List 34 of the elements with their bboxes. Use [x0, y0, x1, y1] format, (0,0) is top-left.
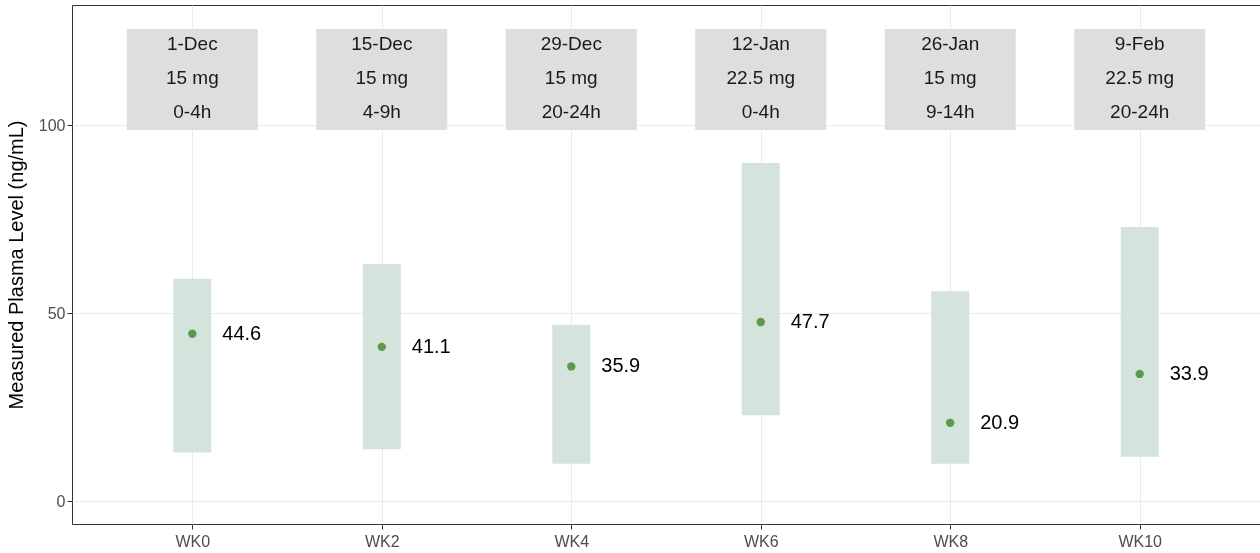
data-label: 35.9 [601, 354, 641, 377]
y-axis-title: Measured Plasma Level (ng/mL) [4, 120, 27, 410]
point [946, 418, 955, 428]
bar [552, 324, 591, 464]
point [188, 329, 197, 338]
annotation: 1-Dec 15 mg 0-4h [165, 33, 219, 122]
data-label: 20.9 [980, 410, 1020, 433]
point [567, 362, 576, 371]
x-tick-label: WK0 [175, 532, 211, 550]
x-tick-label: WK2 [364, 532, 400, 550]
bar [741, 162, 780, 416]
x-tick-label: WK6 [743, 532, 779, 550]
data-label: 47.7 [790, 310, 830, 333]
data-label: 41.1 [411, 334, 451, 357]
bar [931, 291, 970, 464]
point [756, 317, 765, 327]
point [377, 342, 386, 352]
x-tick-label: WK8 [933, 532, 969, 550]
x-tick-label: WK4 [554, 532, 590, 550]
data-label: 33.9 [1169, 361, 1209, 384]
annotation: 26-Jan 15 mg 9-14h [921, 33, 980, 122]
y-tick-label: 50 [47, 304, 66, 322]
data-label: 44.6 [222, 321, 262, 344]
bar [173, 278, 212, 453]
x-tick-label: WK10 [1118, 532, 1163, 550]
bar [1120, 226, 1159, 457]
annotation: 29-Dec 15 mg 20-24h [540, 33, 602, 122]
annotation: 12-Jan 22.5 mg 0-4h [726, 33, 796, 122]
y-tick-label: 100 [38, 116, 66, 134]
annotation: 9-Feb 22.5 mg 20-24h [1105, 33, 1175, 122]
y-tick-label: 0 [56, 492, 66, 510]
bar [362, 264, 401, 450]
annotation: 15-Dec 15 mg 4-9h [351, 33, 413, 122]
point [1135, 369, 1144, 379]
